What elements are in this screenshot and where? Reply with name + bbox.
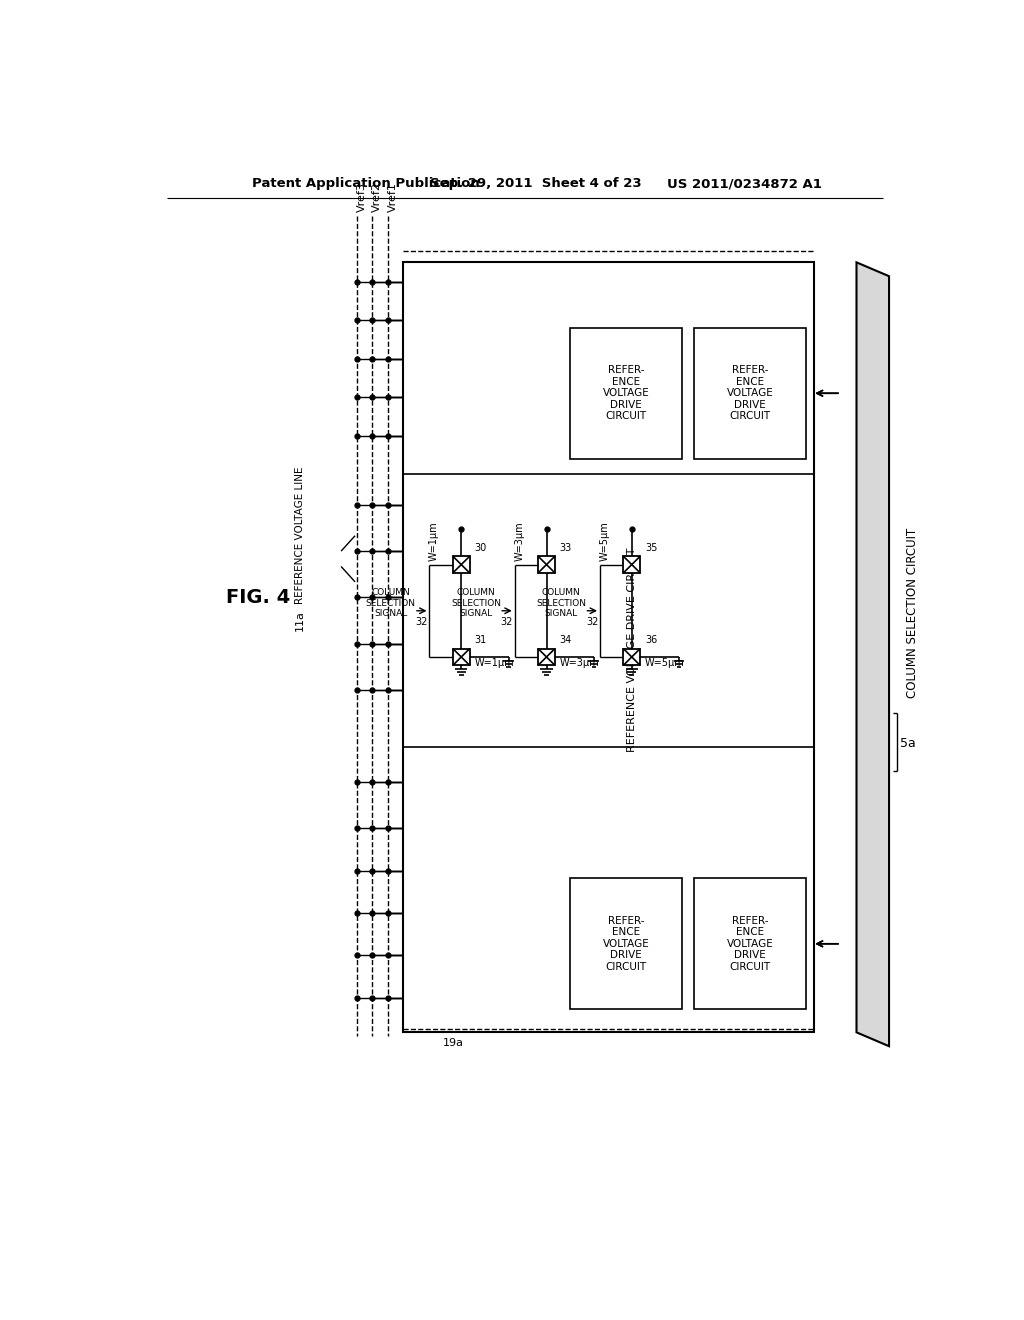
Text: US 2011/0234872 A1: US 2011/0234872 A1 bbox=[667, 177, 821, 190]
Text: Sep. 29, 2011  Sheet 4 of 23: Sep. 29, 2011 Sheet 4 of 23 bbox=[430, 177, 642, 190]
Text: REFERENCE VOLTAGE LINE: REFERENCE VOLTAGE LINE bbox=[295, 467, 305, 605]
Text: COLUMN
SELECTION
SIGNAL: COLUMN SELECTION SIGNAL bbox=[451, 589, 501, 618]
Text: 30: 30 bbox=[474, 543, 486, 553]
Text: W=3μm: W=3μm bbox=[514, 521, 524, 561]
Bar bbox=[453, 648, 470, 665]
Text: COLUMN
SELECTION
SIGNAL: COLUMN SELECTION SIGNAL bbox=[366, 589, 416, 618]
Text: 19a: 19a bbox=[443, 1038, 464, 1048]
Text: 32: 32 bbox=[586, 618, 598, 627]
Polygon shape bbox=[856, 263, 889, 1047]
Text: COLUMN
SELECTION
SIGNAL: COLUMN SELECTION SIGNAL bbox=[537, 589, 586, 618]
Text: W=5μm: W=5μm bbox=[645, 659, 685, 668]
Bar bbox=[403, 263, 814, 1032]
Bar bbox=[538, 556, 555, 573]
Text: Vref1: Vref1 bbox=[388, 182, 397, 213]
Bar bbox=[624, 556, 640, 573]
Text: 31: 31 bbox=[474, 635, 486, 645]
Text: Vref3: Vref3 bbox=[356, 182, 367, 213]
Bar bbox=[569, 878, 682, 1010]
Bar bbox=[538, 648, 555, 665]
Bar bbox=[624, 648, 640, 665]
Bar bbox=[693, 327, 806, 459]
Text: 36: 36 bbox=[645, 635, 657, 645]
Bar bbox=[453, 556, 470, 573]
Text: Vref2: Vref2 bbox=[372, 182, 382, 213]
Text: FIG. 4: FIG. 4 bbox=[226, 587, 291, 607]
Text: 11a: 11a bbox=[295, 610, 305, 631]
Text: COLUMN SELECTION CIRCUIT: COLUMN SELECTION CIRCUIT bbox=[906, 528, 919, 698]
Text: 34: 34 bbox=[560, 635, 572, 645]
Text: Patent Application Publication: Patent Application Publication bbox=[252, 177, 480, 190]
Text: 32: 32 bbox=[501, 618, 513, 627]
Text: 5a: 5a bbox=[900, 737, 915, 750]
Text: REFER-
ENCE
VOLTAGE
DRIVE
CIRCUIT: REFER- ENCE VOLTAGE DRIVE CIRCUIT bbox=[602, 366, 649, 421]
Bar bbox=[569, 327, 682, 459]
Text: 32: 32 bbox=[416, 618, 428, 627]
Text: REFERENCE VOLTAGE DRIVE CIRCUIT: REFERENCE VOLTAGE DRIVE CIRCUIT bbox=[627, 546, 637, 751]
Bar bbox=[693, 878, 806, 1010]
Text: W=1μm: W=1μm bbox=[474, 659, 514, 668]
Text: 35: 35 bbox=[645, 543, 657, 553]
Text: W=1μm: W=1μm bbox=[429, 521, 439, 561]
Text: REFER-
ENCE
VOLTAGE
DRIVE
CIRCUIT: REFER- ENCE VOLTAGE DRIVE CIRCUIT bbox=[727, 916, 773, 972]
Text: REFER-
ENCE
VOLTAGE
DRIVE
CIRCUIT: REFER- ENCE VOLTAGE DRIVE CIRCUIT bbox=[602, 916, 649, 972]
Text: W=3μm: W=3μm bbox=[560, 659, 599, 668]
Text: REFER-
ENCE
VOLTAGE
DRIVE
CIRCUIT: REFER- ENCE VOLTAGE DRIVE CIRCUIT bbox=[727, 366, 773, 421]
Text: W=5μm: W=5μm bbox=[600, 521, 609, 561]
Text: 33: 33 bbox=[560, 543, 572, 553]
